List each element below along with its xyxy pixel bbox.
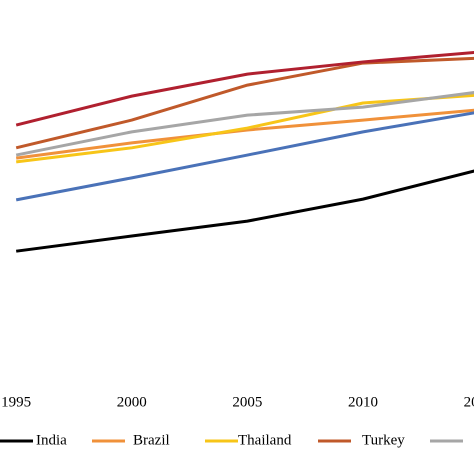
- plot-area: [15, 50, 474, 253]
- x-tick-label: 2000: [117, 394, 147, 410]
- series-line: [16, 93, 474, 164]
- x-tick-label: 1995: [1, 394, 31, 410]
- series-line: [15, 169, 474, 253]
- x-axis: 1995 2000 2005 2010 2015: [1, 394, 474, 410]
- legend-label: India: [36, 432, 67, 448]
- legend-label: Thailand: [238, 432, 292, 448]
- legend-label: Turkey: [362, 432, 405, 448]
- series-line: [15, 91, 474, 157]
- x-tick-label: 2015: [464, 394, 474, 410]
- series-line: [15, 111, 474, 202]
- legend-label: Brazil: [133, 432, 170, 448]
- x-tick-label: 2010: [348, 394, 378, 410]
- series-line: [15, 108, 474, 160]
- series-line: [15, 56, 474, 150]
- x-tick-label: 2005: [232, 394, 262, 410]
- series-line: [15, 50, 474, 127]
- legend: India Brazil Thailand Turkey: [0, 432, 463, 448]
